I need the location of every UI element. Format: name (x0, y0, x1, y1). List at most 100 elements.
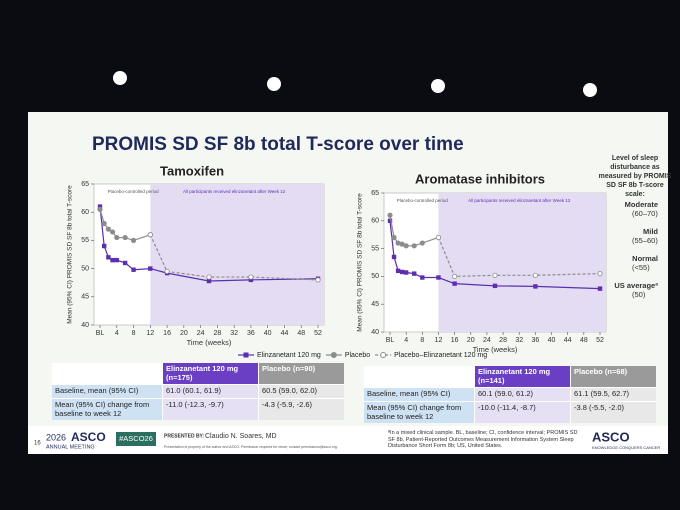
x-tick-label: 12 (435, 337, 443, 344)
point (101, 220, 107, 227)
x-axis-label: Time (weeks) (473, 345, 518, 354)
x-tick-label: 48 (580, 337, 588, 344)
table-cell: -4.3 (-5.9, -2.6) (259, 398, 344, 421)
table-cell: 61.0 (60.1, 61.9) (163, 385, 258, 398)
point (114, 234, 120, 241)
x-tick-label: 52 (596, 337, 604, 344)
series-line (389, 220, 601, 290)
point (97, 206, 103, 212)
x-tick-label: 44 (281, 330, 289, 337)
scale-level: Normal (632, 254, 658, 263)
point (391, 254, 397, 260)
point (130, 237, 137, 243)
point (164, 268, 170, 275)
meeting: ASCO (71, 430, 106, 444)
table-cell: 61.1 (59.5, 62.7) (571, 388, 656, 401)
table-cell: Elinzanetant 120 mg (n=141) (475, 366, 570, 388)
point (387, 218, 393, 223)
point (148, 266, 153, 271)
point (131, 267, 136, 272)
scale-level: US averageª (614, 281, 658, 290)
y-axis-label: Mean (95% CI) PROMIS SD SF 8b total T-sc… (357, 193, 364, 332)
x-tick-label: 4 (115, 330, 119, 337)
point (109, 229, 116, 235)
results-table: Elinzanetant 120 mg (n=141) Placebo (n=68… (364, 366, 656, 424)
point (122, 234, 128, 241)
table-cell: Baseline, mean (95% CI) (52, 385, 162, 398)
point (387, 212, 393, 218)
chart-subtitle: Tamoxifen (160, 163, 224, 178)
point (395, 268, 401, 274)
y-tick-label: 60 (371, 218, 379, 225)
legend-label: Elinzanetant 120 mg (257, 352, 321, 359)
point (452, 273, 458, 279)
scale-level: Mild (643, 227, 658, 236)
annotation: All participants received elinzanetant a… (468, 198, 571, 203)
table-cell: 60.1 (59.0, 61.2) (475, 388, 570, 401)
y-tick-label: 65 (371, 190, 379, 197)
point (436, 275, 441, 280)
scale-range: (50) (632, 290, 646, 299)
point (147, 232, 153, 238)
point (315, 277, 321, 283)
point (403, 243, 409, 249)
x-tick-label: BL (386, 337, 395, 344)
x-tick-label: 48 (297, 330, 305, 337)
x-tick-label: 20 (180, 330, 188, 337)
point (420, 275, 425, 280)
y-tick-label: 40 (81, 322, 89, 329)
table-cell: Mean (95% CI) change from baseline to we… (364, 401, 474, 424)
x-tick-label: 36 (247, 330, 255, 337)
point (206, 274, 212, 280)
table-cell: Elinzanetant 120 mg (n=175) (163, 363, 258, 385)
legend-marker (380, 352, 387, 358)
annotation: Placebo-controlled period (108, 189, 160, 194)
point (597, 271, 603, 277)
table-cell: Mean (95% CI) change from baseline to we… (52, 398, 162, 421)
stage-light (267, 77, 281, 91)
chart-subtitle: Aromatase inhibitors (415, 171, 545, 186)
table-cell: Placebo (n=90) (259, 363, 344, 385)
y-tick-label: 55 (81, 237, 89, 244)
y-tick-label: 45 (371, 301, 379, 308)
point (492, 272, 498, 278)
x-tick-label: 32 (515, 337, 523, 344)
meeting-sub: ANNUAL MEETING (46, 444, 95, 450)
x-tick-label: 16 (451, 337, 459, 344)
y-axis-label: Mean (95% CI) PROMIS SD SF 8b total T-sc… (67, 185, 74, 324)
shaded-period (438, 193, 606, 332)
x-tick-label: 52 (314, 330, 322, 337)
annotation: All participants received elinzanetant a… (183, 189, 286, 194)
point (248, 277, 254, 283)
stage-light (431, 79, 445, 93)
x-tick-label: BL (96, 330, 105, 337)
presenter: Claudio N. Soares, MD (205, 433, 277, 440)
y-tick-label: 40 (371, 329, 379, 336)
y-tick-label: 60 (81, 209, 89, 216)
scale-level: Moderate (625, 200, 658, 209)
x-tick-label: 28 (499, 337, 507, 344)
scale-range: (55–60) (632, 236, 658, 245)
brand: ASCO (592, 429, 630, 444)
point (435, 234, 442, 241)
y-tick-label: 65 (81, 181, 89, 188)
point (106, 255, 111, 260)
hashtag: #ASCO26 (119, 434, 153, 443)
legend-label: Placebo–Elinzanetant 120 mg (394, 352, 487, 359)
table-cell (364, 366, 474, 387)
point (597, 286, 603, 291)
table-cell: Placebo (n=68) (571, 366, 656, 388)
x-tick-label: 20 (467, 337, 475, 344)
x-tick-label: 8 (132, 330, 136, 337)
brand-sub: KNOWLEDGE CONQUERS CANCER (592, 445, 660, 450)
point (122, 260, 128, 266)
x-axis-label: Time (weeks) (187, 338, 232, 347)
table-cell: 60.5 (59.0, 62.0) (259, 385, 344, 398)
point (411, 243, 417, 249)
x-tick-label: 8 (420, 337, 424, 344)
scale-range: (<55) (632, 263, 650, 272)
table-cell: -3.8 (-5.5, -2.0) (571, 401, 656, 424)
shaded-period (150, 184, 324, 325)
x-tick-label: 12 (146, 330, 154, 337)
